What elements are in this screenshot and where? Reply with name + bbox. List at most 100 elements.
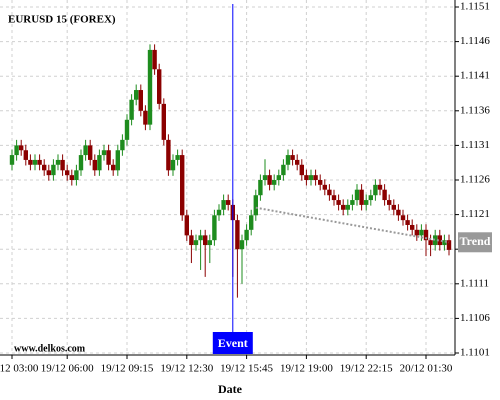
candle-body <box>74 170 79 180</box>
x-tick-label: 19/12 09:15 <box>101 363 154 375</box>
candle-body <box>129 99 134 120</box>
y-tick-label: 1.1101 <box>460 347 490 359</box>
y-tick-label: 1.1146 <box>460 35 490 47</box>
candle-body <box>120 139 125 151</box>
candle-body <box>60 159 65 171</box>
candle-body <box>212 215 217 241</box>
candle-body <box>313 175 318 180</box>
x-tick-label: 19/12 15:45 <box>220 363 273 375</box>
candle-body <box>304 175 309 180</box>
candle-body <box>221 200 226 210</box>
x-axis-label: Date <box>218 382 243 396</box>
y-tick-label: 1.1126 <box>460 174 490 186</box>
y-tick-label: 1.1111 <box>460 277 489 289</box>
candle-body <box>78 155 84 171</box>
candle-body <box>46 170 51 176</box>
candle-body <box>382 189 387 201</box>
candle-body <box>350 200 355 205</box>
candle-body <box>423 229 429 241</box>
candle-body <box>377 184 383 190</box>
candle-body <box>83 145 88 156</box>
y-tick-label: 1.1131 <box>460 139 490 151</box>
candle-body <box>368 195 373 201</box>
candle-body <box>410 224 415 230</box>
candle-body <box>239 240 245 250</box>
x-tick-label: 19/12 03:00 <box>0 363 39 375</box>
candle-body <box>161 103 166 140</box>
candle-body <box>184 215 189 236</box>
candle-body <box>285 155 291 165</box>
candle-body <box>308 175 314 180</box>
candle-body <box>272 180 277 185</box>
candle-body <box>69 175 74 180</box>
candle-body <box>258 180 263 196</box>
candle-body <box>396 209 401 216</box>
candle-body <box>442 240 447 246</box>
candle-body <box>428 240 433 246</box>
candle-body <box>373 184 378 196</box>
candle-body <box>175 155 180 160</box>
x-tick-label: 20/12 01:30 <box>400 363 453 375</box>
y-tick-label: 1.1141 <box>460 70 490 82</box>
candle-body <box>299 164 304 176</box>
candle-body <box>138 90 143 111</box>
candle-body <box>115 150 120 171</box>
x-tick-label: 19/12 12:30 <box>160 363 213 375</box>
candle-body <box>14 145 19 156</box>
trend-label-box <box>458 232 492 253</box>
candle-body <box>9 155 15 165</box>
candle-body <box>341 204 346 210</box>
candle-body <box>101 150 107 156</box>
candle-body <box>23 150 28 160</box>
candle-body <box>364 200 369 205</box>
candle-body <box>106 150 111 165</box>
event-label: Event <box>218 336 248 350</box>
candle-body <box>65 170 70 176</box>
candle-body <box>193 240 199 246</box>
candle-body <box>51 164 56 176</box>
candle-body <box>42 164 47 171</box>
candle-body <box>354 189 360 201</box>
candle-body <box>322 184 327 190</box>
x-tick-label: 19/12 19:00 <box>280 363 333 375</box>
candle-body <box>437 235 442 246</box>
trend-line <box>255 206 450 244</box>
watermark: www.delkos.com <box>14 343 86 354</box>
candle-body <box>198 235 203 241</box>
candle-body <box>226 200 231 205</box>
candle-body <box>55 159 61 165</box>
candle-body <box>189 235 194 246</box>
candle-body <box>387 200 392 205</box>
event-box <box>212 332 253 354</box>
candle-body <box>446 240 452 250</box>
candle-body <box>414 229 419 236</box>
candle-body <box>37 159 42 165</box>
candle-body <box>111 164 116 171</box>
candle-body <box>244 229 249 241</box>
candle-body <box>276 175 281 180</box>
candle-body <box>253 195 258 216</box>
candle-body <box>345 204 350 210</box>
candle-body <box>134 90 139 100</box>
y-tick-label: 1.1106 <box>460 312 490 324</box>
candle-body <box>235 220 240 250</box>
candle-body <box>143 110 148 125</box>
candle-body <box>359 189 364 205</box>
candle-body <box>262 175 268 180</box>
candle-body <box>147 49 153 125</box>
x-tick-label: 19/12 22:15 <box>340 363 393 375</box>
candle-body <box>32 159 38 165</box>
candle-body <box>419 229 424 236</box>
candle-body <box>433 235 438 246</box>
candle-body <box>203 235 208 246</box>
candle-body <box>92 159 97 171</box>
candle-body <box>216 209 222 216</box>
candle-body <box>170 159 176 171</box>
candle-body <box>19 145 24 151</box>
candle-body <box>152 49 157 70</box>
candle-body <box>336 200 341 205</box>
candle-body <box>207 240 212 246</box>
candle-body <box>97 155 102 171</box>
candle-body <box>290 155 295 160</box>
